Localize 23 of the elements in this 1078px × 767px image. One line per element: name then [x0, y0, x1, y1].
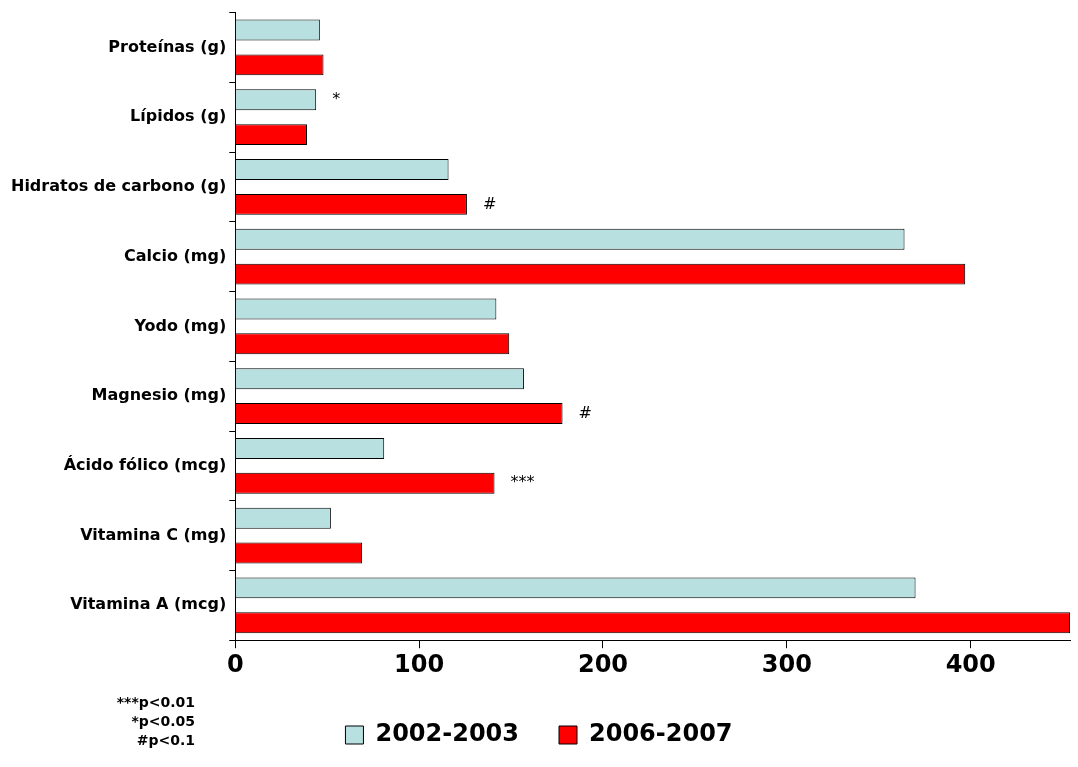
x-tick-label: 100	[394, 649, 445, 678]
data-label: #	[578, 402, 592, 422]
text: *p<0.05	[130, 712, 195, 731]
data-label: *	[332, 88, 341, 108]
y-tick-label: Lípidos (g)	[130, 106, 227, 126]
x-tick-label: 200	[577, 649, 629, 678]
y-tick-label: Magnesio (mg)	[91, 385, 227, 405]
data-label: ***	[510, 472, 535, 492]
y-tick-label: Calcio (mg)	[123, 245, 227, 265]
y-tick-label: Vitamina C (mg)	[80, 524, 227, 544]
x-tick-label: 300	[761, 649, 812, 678]
y-tick-label: Ácido fólico (mcg)	[63, 455, 227, 475]
x-tick-label: 0	[226, 649, 244, 678]
legend-label: 2006-2007	[589, 719, 733, 748]
data-label: #	[482, 193, 497, 213]
text: ***p<0.01	[115, 693, 195, 712]
legend-label: 2002-2003	[375, 719, 520, 748]
x-tick-label: 400	[945, 649, 996, 678]
y-tick-label: Yodo (mg)	[133, 315, 227, 335]
y-tick-label: Proteínas (g)	[108, 36, 227, 56]
y-tick-label: Vitamina A (mcg)	[70, 594, 227, 614]
y-tick-label: Hidratos de carbono (g)	[10, 176, 227, 196]
text: #p<0.1	[135, 731, 195, 750]
